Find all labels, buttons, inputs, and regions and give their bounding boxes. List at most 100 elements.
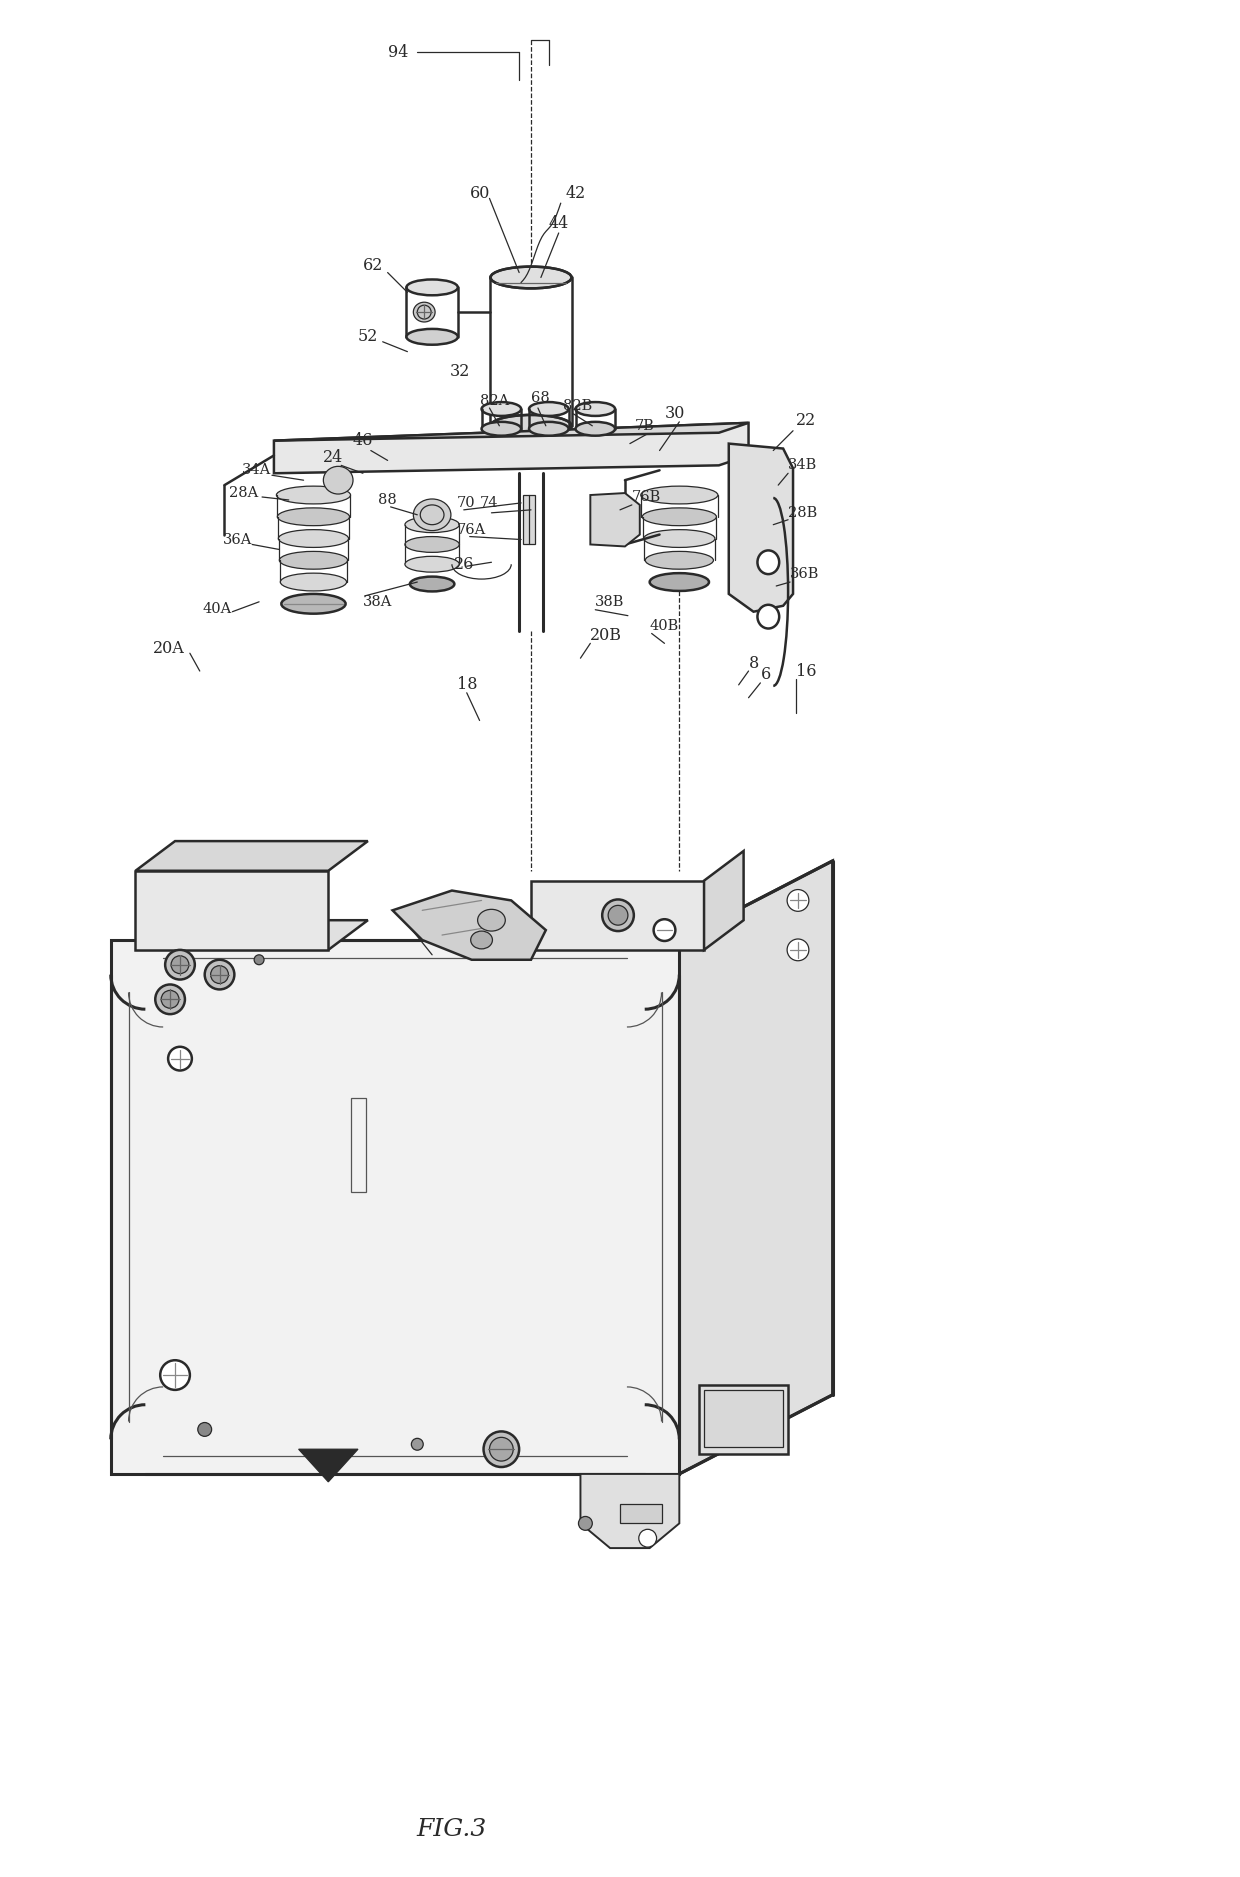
Text: 62: 62 — [363, 257, 383, 274]
Ellipse shape — [407, 280, 458, 295]
Ellipse shape — [198, 1423, 212, 1436]
Text: 36A: 36A — [222, 533, 252, 546]
Ellipse shape — [653, 920, 676, 940]
Polygon shape — [135, 920, 368, 950]
Ellipse shape — [281, 593, 346, 614]
Bar — [699, 1385, 789, 1455]
Text: 94: 94 — [388, 43, 408, 60]
Ellipse shape — [279, 552, 347, 569]
Ellipse shape — [575, 422, 615, 435]
Ellipse shape — [481, 402, 521, 417]
Ellipse shape — [169, 1047, 192, 1070]
Ellipse shape — [280, 572, 347, 591]
Text: 18: 18 — [456, 676, 477, 693]
Ellipse shape — [490, 1438, 513, 1460]
Text: 38A: 38A — [363, 595, 392, 608]
Ellipse shape — [161, 991, 179, 1008]
Ellipse shape — [407, 328, 458, 345]
Text: 40B: 40B — [650, 619, 680, 633]
Ellipse shape — [787, 890, 808, 912]
Polygon shape — [680, 862, 832, 1473]
Ellipse shape — [277, 486, 351, 503]
Ellipse shape — [787, 938, 808, 961]
Ellipse shape — [639, 1530, 657, 1547]
Ellipse shape — [529, 422, 569, 435]
Text: 30: 30 — [665, 405, 684, 422]
Ellipse shape — [575, 402, 615, 417]
Ellipse shape — [410, 576, 454, 591]
Ellipse shape — [491, 415, 572, 437]
Text: 40A: 40A — [202, 603, 232, 616]
Polygon shape — [580, 1473, 680, 1549]
Text: 24: 24 — [324, 449, 343, 465]
Ellipse shape — [608, 905, 627, 925]
Polygon shape — [274, 422, 749, 441]
Ellipse shape — [165, 950, 195, 980]
Polygon shape — [531, 880, 704, 950]
Ellipse shape — [278, 509, 350, 526]
Text: 7B: 7B — [635, 419, 655, 434]
Polygon shape — [274, 422, 749, 473]
Text: 34B: 34B — [789, 458, 817, 473]
Text: 16: 16 — [796, 663, 816, 679]
Ellipse shape — [205, 959, 234, 989]
Text: 32: 32 — [450, 362, 470, 379]
Ellipse shape — [579, 1517, 593, 1530]
Polygon shape — [110, 940, 680, 1473]
Polygon shape — [135, 871, 329, 950]
Ellipse shape — [405, 516, 459, 533]
Polygon shape — [299, 1449, 358, 1481]
Ellipse shape — [642, 509, 717, 526]
Bar — [351, 1098, 366, 1192]
Polygon shape — [135, 841, 368, 871]
Ellipse shape — [405, 537, 459, 552]
Bar — [620, 1503, 661, 1524]
Text: 52: 52 — [358, 328, 378, 345]
Ellipse shape — [529, 402, 569, 417]
Text: 46: 46 — [353, 432, 373, 449]
Text: 36B: 36B — [790, 567, 820, 582]
Ellipse shape — [413, 302, 435, 323]
Text: 42: 42 — [565, 186, 585, 203]
Ellipse shape — [171, 955, 188, 974]
Text: 76B: 76B — [632, 490, 661, 505]
Ellipse shape — [650, 572, 709, 591]
Bar — [523, 496, 534, 544]
Polygon shape — [590, 494, 640, 546]
Ellipse shape — [405, 556, 459, 572]
Ellipse shape — [160, 1361, 190, 1389]
Ellipse shape — [324, 465, 353, 494]
Text: 70: 70 — [456, 496, 475, 511]
Polygon shape — [729, 443, 794, 612]
Text: 60: 60 — [470, 186, 490, 203]
Ellipse shape — [641, 486, 718, 503]
Text: 82A: 82A — [480, 394, 508, 407]
Text: 88: 88 — [378, 494, 397, 507]
Text: 44: 44 — [549, 214, 569, 231]
Text: 6: 6 — [760, 666, 770, 683]
Ellipse shape — [644, 529, 715, 548]
Ellipse shape — [254, 955, 264, 965]
Ellipse shape — [758, 550, 779, 574]
Ellipse shape — [211, 965, 228, 984]
Ellipse shape — [491, 267, 572, 289]
Ellipse shape — [413, 499, 451, 531]
Text: 34A: 34A — [242, 464, 272, 477]
Text: 76A: 76A — [456, 522, 486, 537]
Ellipse shape — [603, 899, 634, 931]
Polygon shape — [393, 890, 546, 959]
Text: 8: 8 — [749, 655, 759, 672]
Ellipse shape — [481, 422, 521, 435]
Text: 68: 68 — [531, 390, 549, 405]
Polygon shape — [704, 850, 744, 950]
Text: FIG.3: FIG.3 — [417, 1819, 487, 1841]
Text: 28A: 28A — [229, 486, 259, 499]
Text: 74: 74 — [480, 496, 498, 511]
Ellipse shape — [484, 1432, 520, 1468]
Text: 28B: 28B — [789, 505, 817, 520]
Text: 22: 22 — [796, 413, 816, 430]
Text: 26: 26 — [454, 556, 474, 572]
Ellipse shape — [155, 984, 185, 1014]
Ellipse shape — [412, 1438, 423, 1451]
Text: 82B: 82B — [563, 400, 591, 413]
